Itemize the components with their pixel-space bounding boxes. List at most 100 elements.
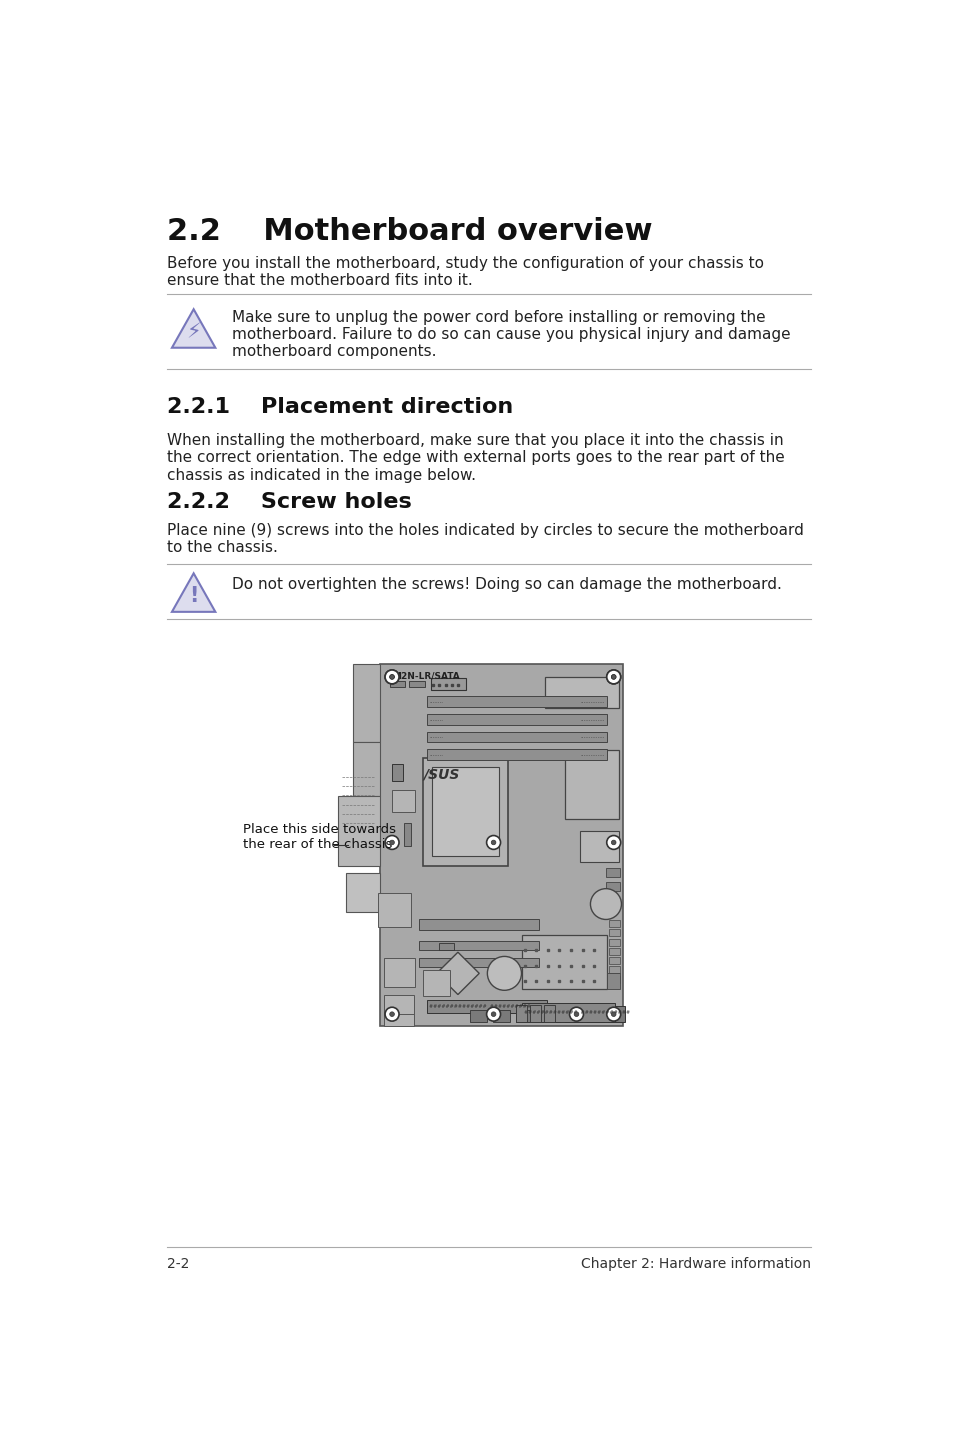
FancyBboxPatch shape [516, 1011, 533, 1022]
FancyBboxPatch shape [418, 940, 538, 951]
Text: 2.2.2    Screw holes: 2.2.2 Screw holes [167, 492, 412, 512]
FancyBboxPatch shape [608, 920, 619, 928]
FancyBboxPatch shape [377, 893, 411, 928]
FancyBboxPatch shape [607, 974, 619, 989]
Circle shape [606, 670, 620, 684]
Circle shape [606, 835, 620, 850]
FancyBboxPatch shape [521, 935, 607, 989]
FancyBboxPatch shape [409, 680, 424, 687]
FancyBboxPatch shape [493, 1011, 509, 1022]
Text: ........: ........ [429, 752, 443, 758]
Circle shape [611, 840, 616, 844]
FancyBboxPatch shape [427, 999, 546, 1014]
FancyBboxPatch shape [545, 677, 618, 707]
FancyBboxPatch shape [353, 742, 380, 797]
Circle shape [611, 1012, 616, 1017]
FancyBboxPatch shape [384, 958, 415, 988]
FancyBboxPatch shape [427, 732, 607, 742]
FancyBboxPatch shape [380, 664, 622, 1025]
FancyBboxPatch shape [337, 797, 380, 866]
Polygon shape [172, 574, 215, 611]
Text: ⚡: ⚡ [186, 322, 201, 342]
FancyBboxPatch shape [403, 823, 411, 847]
FancyBboxPatch shape [384, 995, 414, 1014]
Text: ..............: .............. [579, 699, 604, 705]
Text: #############  ############: ############# ############ [523, 1009, 629, 1015]
Circle shape [486, 835, 500, 850]
Circle shape [486, 1007, 500, 1021]
Circle shape [606, 670, 620, 684]
Text: Place nine (9) screws into the holes indicated by circles to secure the motherbo: Place nine (9) screws into the holes ind… [167, 523, 803, 555]
Circle shape [385, 670, 398, 684]
Text: !: ! [189, 587, 198, 607]
FancyBboxPatch shape [427, 696, 607, 707]
Circle shape [611, 674, 616, 679]
FancyBboxPatch shape [432, 766, 498, 856]
Text: ..............: .............. [579, 752, 604, 758]
FancyBboxPatch shape [422, 969, 450, 997]
Circle shape [590, 889, 620, 919]
Text: 2.2    Motherboard overview: 2.2 Motherboard overview [167, 217, 652, 246]
FancyBboxPatch shape [431, 679, 465, 690]
Circle shape [491, 1012, 496, 1017]
FancyBboxPatch shape [605, 881, 619, 892]
FancyBboxPatch shape [579, 831, 618, 861]
Text: 2-2: 2-2 [167, 1257, 190, 1271]
FancyBboxPatch shape [516, 1005, 526, 1022]
Circle shape [390, 674, 394, 679]
FancyBboxPatch shape [530, 1005, 540, 1022]
Circle shape [611, 674, 616, 679]
FancyBboxPatch shape [427, 713, 607, 725]
FancyBboxPatch shape [608, 939, 619, 946]
Text: 2.2.1    Placement direction: 2.2.1 Placement direction [167, 397, 513, 417]
Circle shape [491, 840, 496, 844]
FancyBboxPatch shape [392, 764, 402, 781]
Polygon shape [172, 309, 215, 348]
Polygon shape [436, 952, 478, 995]
Text: ##############  ##########: ############## ########## [429, 1004, 531, 1009]
FancyBboxPatch shape [608, 958, 619, 963]
Text: ..............: .............. [579, 716, 604, 722]
FancyBboxPatch shape [564, 751, 618, 820]
FancyBboxPatch shape [564, 1007, 581, 1022]
FancyBboxPatch shape [608, 975, 619, 982]
Text: ..............: .............. [579, 735, 604, 739]
Text: Chapter 2: Hardware information: Chapter 2: Hardware information [580, 1257, 810, 1271]
FancyBboxPatch shape [345, 873, 380, 912]
FancyBboxPatch shape [586, 1007, 603, 1022]
FancyBboxPatch shape [608, 929, 619, 936]
Text: ........: ........ [429, 735, 443, 739]
Circle shape [385, 670, 398, 684]
FancyBboxPatch shape [392, 789, 415, 811]
FancyBboxPatch shape [422, 758, 508, 866]
Circle shape [385, 1007, 398, 1021]
Text: Do not overtighten the screws! Doing so can damage the motherboard.: Do not overtighten the screws! Doing so … [232, 577, 781, 592]
Text: Make sure to unplug the power cord before installing or removing the
motherboard: Make sure to unplug the power cord befor… [232, 309, 789, 360]
Circle shape [390, 840, 394, 844]
FancyBboxPatch shape [384, 1011, 414, 1025]
Text: /SUS: /SUS [422, 768, 459, 782]
Text: M2N-LR/SATA: M2N-LR/SATA [392, 672, 459, 680]
Text: When installing the motherboard, make sure that you place it into the chassis in: When installing the motherboard, make su… [167, 433, 784, 483]
Circle shape [385, 835, 398, 850]
FancyBboxPatch shape [469, 1011, 486, 1022]
Text: Place this side towards
the rear of the chassis: Place this side towards the rear of the … [243, 823, 395, 851]
FancyBboxPatch shape [543, 1005, 555, 1022]
FancyBboxPatch shape [390, 680, 405, 687]
FancyBboxPatch shape [608, 966, 619, 974]
Circle shape [606, 1007, 620, 1021]
FancyBboxPatch shape [353, 664, 380, 742]
FancyBboxPatch shape [605, 869, 619, 877]
FancyBboxPatch shape [427, 749, 607, 761]
Circle shape [390, 674, 394, 679]
FancyBboxPatch shape [542, 1007, 559, 1022]
FancyBboxPatch shape [438, 942, 454, 951]
Circle shape [569, 1007, 583, 1021]
Circle shape [487, 956, 521, 991]
Text: Before you install the motherboard, study the configuration of your chassis to
e: Before you install the motherboard, stud… [167, 256, 763, 288]
FancyBboxPatch shape [521, 1002, 615, 1022]
Text: ........: ........ [429, 699, 443, 705]
FancyBboxPatch shape [608, 1007, 624, 1022]
Circle shape [574, 1012, 578, 1017]
Circle shape [390, 1012, 394, 1017]
